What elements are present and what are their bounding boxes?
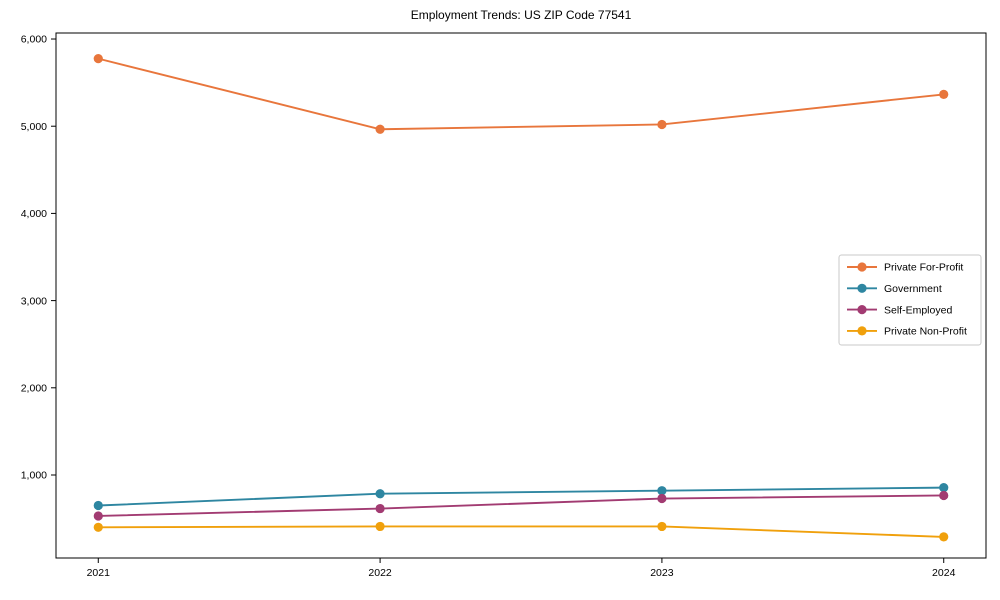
y-axis-tick-label: 1,000 bbox=[21, 470, 47, 482]
y-axis-tick-label: 2,000 bbox=[21, 382, 47, 394]
legend-label-government: Government bbox=[884, 283, 942, 295]
y-axis-tick-label: 3,000 bbox=[21, 295, 47, 307]
series-line-government bbox=[98, 486, 944, 507]
data-point-marker-government bbox=[657, 486, 667, 496]
y-axis-tick-label: 4,000 bbox=[21, 208, 47, 220]
data-point-marker-self-employed bbox=[939, 490, 949, 501]
y-axis-tick-label: 6,000 bbox=[21, 34, 47, 46]
legend-marker-government bbox=[857, 283, 867, 293]
data-point-marker-private-non-profit bbox=[939, 532, 949, 542]
legend-marker-private-non-profit bbox=[857, 326, 867, 336]
data-point-marker-private-for-profit bbox=[657, 119, 667, 130]
series-line-private-non-profit bbox=[98, 525, 944, 538]
data-point-marker-government bbox=[375, 489, 385, 499]
plot-frame bbox=[55, 32, 987, 559]
data-point-marker-private-for-profit bbox=[939, 89, 949, 99]
data-point-marker-self-employed bbox=[657, 493, 667, 504]
x-axis-tick-label: 2022 bbox=[368, 567, 392, 579]
data-point-marker-government bbox=[93, 500, 103, 511]
chart-title: Employment Trends: US ZIP Code 77541 bbox=[410, 8, 632, 22]
series-line-self-employed bbox=[98, 494, 944, 517]
data-point-marker-private-for-profit bbox=[93, 54, 103, 64]
legend-label-private-for-profit: Private For-Profit bbox=[884, 262, 963, 274]
x-axis-tick-label: 2021 bbox=[87, 567, 111, 579]
data-point-marker-private-non-profit bbox=[93, 522, 103, 532]
data-point-marker-government bbox=[939, 483, 949, 493]
data-point-marker-self-employed bbox=[375, 503, 385, 514]
series-line-private-for-profit bbox=[98, 57, 944, 131]
legend-label-private-non-profit: Private Non-Profit bbox=[884, 326, 967, 338]
data-point-marker-private-non-profit bbox=[375, 521, 385, 532]
data-point-marker-private-for-profit bbox=[375, 124, 385, 134]
legend-box bbox=[838, 254, 982, 346]
data-point-marker-self-employed bbox=[93, 511, 103, 521]
x-axis-tick-label: 2023 bbox=[650, 567, 674, 579]
legend-label-self-employed: Self-Employed bbox=[884, 304, 952, 316]
y-axis-tick-label: 5,000 bbox=[21, 121, 47, 133]
legend-marker-private-for-profit bbox=[857, 262, 867, 272]
data-point-marker-private-non-profit bbox=[657, 521, 667, 532]
x-axis-tick-label: 2024 bbox=[932, 567, 956, 579]
legend-marker-self-employed bbox=[857, 305, 867, 315]
